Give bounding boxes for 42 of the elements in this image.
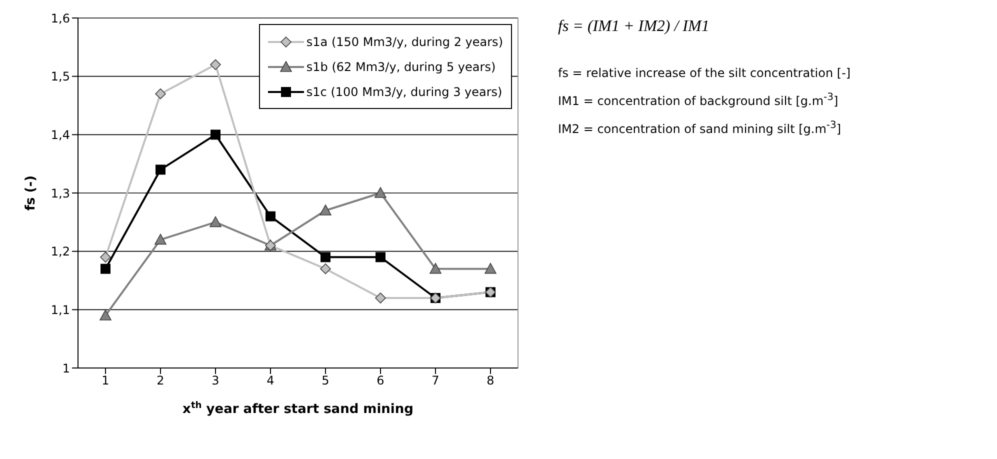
legend-label: s1a (150 Mm3/y, during 2 years): [306, 34, 503, 48]
point: [375, 292, 386, 304]
x-tick-label: 7: [432, 374, 440, 388]
point: [374, 187, 386, 198]
text: fs = (IM1 + IM2) / IM1: [558, 18, 710, 36]
x-tick-label: 2: [156, 374, 164, 388]
point: [210, 59, 221, 70]
y-tick-label: 1,4: [50, 128, 70, 142]
y-tick-label: 1: [62, 361, 70, 376]
x-tick-label: 1: [102, 374, 110, 388]
point: [100, 252, 111, 263]
point: [430, 262, 442, 274]
x-tick-label: 4: [266, 374, 274, 388]
point: [154, 234, 166, 245]
point: [266, 211, 276, 222]
point: [100, 310, 112, 320]
point: [100, 264, 110, 274]
point: [210, 216, 222, 228]
x-tick-label: 3: [212, 374, 220, 388]
point: [156, 164, 166, 175]
point: [320, 204, 332, 216]
point: [210, 130, 220, 140]
y-axis-title: fs (-): [24, 175, 39, 211]
legend-label: s1b (62 Mm3/y, during 5 years): [306, 60, 496, 74]
point: [320, 252, 330, 262]
y-tick-label: 1,3: [50, 186, 70, 200]
x-tick-label: 5: [322, 374, 330, 388]
x-tick-label: 8: [486, 374, 494, 388]
y-tick-label: 1,1: [50, 302, 70, 317]
y-tick-label: 1,6: [50, 11, 70, 26]
y-tick-label: 1,5: [50, 70, 70, 84]
legend-label: s1c (100 Mm3/y, during 3 years): [306, 84, 502, 98]
x-tick-label: 6: [376, 374, 384, 388]
x-axis-title: x$^{th}$ year after start sand mining: [182, 401, 414, 417]
text: IM2 = concentration of sand mining silt [g.m$^{-3}$]: [558, 120, 842, 136]
point: [484, 262, 496, 274]
point: [376, 252, 386, 262]
text: fs = relative increase of the silt concentration [-]: [558, 66, 851, 80]
point: [155, 88, 166, 100]
point: [320, 263, 331, 274]
y-tick-label: 1,2: [50, 244, 70, 259]
text: IM1 = concentration of background silt [g.m$^{-3}$]: [558, 92, 840, 108]
